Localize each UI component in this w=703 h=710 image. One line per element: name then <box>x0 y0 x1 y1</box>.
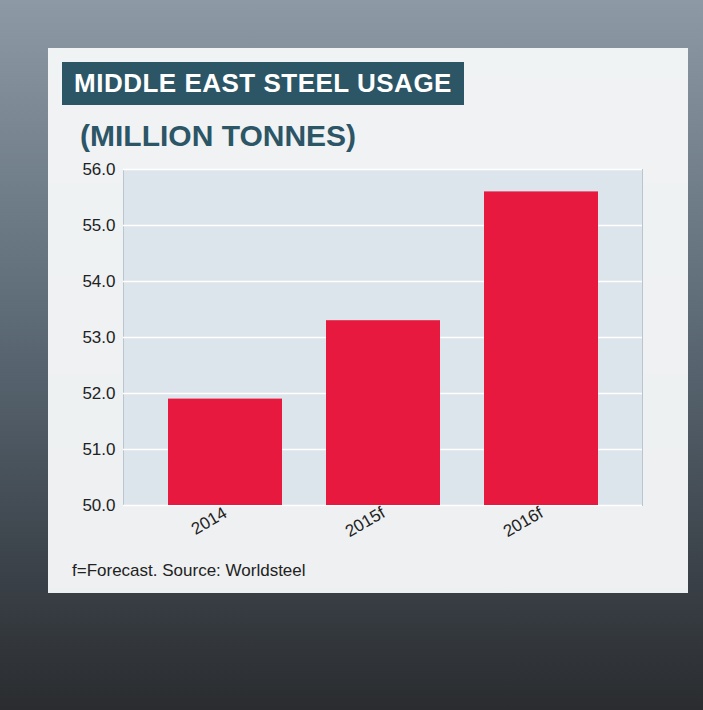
html-text:MIDDLE EAST STEEL USAGE: MIDDLE EAST STEEL USAGE <box>74 68 452 98</box>
svg-text:54.0: 54.0 <box>82 272 115 291</box>
svg-text:52.0: 52.0 <box>82 384 115 403</box>
html-text:(MILLION TONNES): (MILLION TONNES) <box>80 119 357 152</box>
svg-text:55.0: 55.0 <box>82 216 115 235</box>
svg-text:56.0: 56.0 <box>82 160 115 179</box>
svg-text:51.0: 51.0 <box>82 440 115 459</box>
svg-text:50.0: 50.0 <box>82 496 115 515</box>
svg-text:2016f: 2016f <box>500 503 547 541</box>
svg-text:2015f: 2015f <box>342 503 389 541</box>
html-text:f=Forecast. Source: Worldsteel: f=Forecast. Source: Worldsteel <box>72 561 306 580</box>
svg-text:2014: 2014 <box>188 503 230 538</box>
svg-text:53.0: 53.0 <box>82 328 115 347</box>
